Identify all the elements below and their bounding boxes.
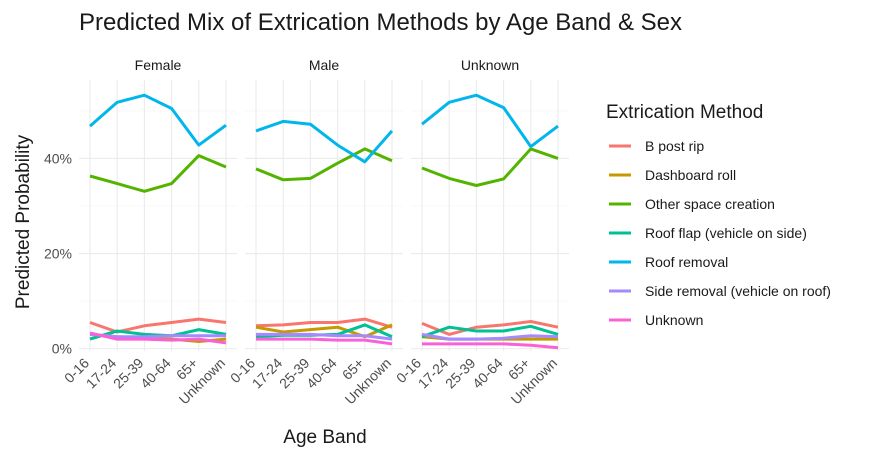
y-tick-label: 20% [44,246,72,262]
series-line-other-space-creation [89,154,227,193]
series-line-b-post-rip [255,317,393,329]
legend-item: Unknown [609,312,703,328]
series-line-roof-flap-vehicle-on-side [421,324,559,339]
y-axis-title: Predicted Probability [13,134,34,309]
facet-strip-label: Unknown [461,57,519,73]
x-tick-label: 17-24 [415,355,452,392]
x-tick-label: 40-64 [469,355,506,392]
legend-item: Roof flap (vehicle on side) [609,225,807,241]
series-line-side-removal-vehicle-on-roof [421,332,559,341]
x-tick-label: 25-39 [276,355,313,392]
series-line-roof-removal [255,119,394,164]
legend-label: Roof flap (vehicle on side) [645,225,807,241]
legend-label: Roof removal [645,254,728,270]
y-tick-label: 40% [44,150,72,166]
series-line-unknown [422,342,559,350]
facet-strip-label: Male [309,57,340,73]
series-line-side-removal-vehicle-on-roof [256,332,393,341]
facet-strip-label: Female [135,57,182,73]
legend-item: Other space creation [609,196,775,212]
chart-title: Predicted Mix of Extrication Methods by … [79,9,682,36]
legend-label: Other space creation [645,196,775,212]
series-line-roof-removal [421,93,559,149]
y-tick-label: 0% [52,341,72,357]
legend-item: Side removal (vehicle on roof) [609,283,831,299]
legend-label: Side removal (vehicle on roof) [645,283,831,299]
legend: Extrication Method B post rip Dashboard r… [606,102,831,328]
x-tick-label: 17-24 [83,355,120,392]
legend-item: B post rip [609,138,704,154]
legend-item: Roof removal [609,254,728,270]
x-tick-label: 40-64 [303,355,340,392]
series-line-unknown [89,331,227,345]
x-tick-label: 25-39 [442,355,479,392]
series-line-dashboard-roll [255,323,393,339]
x-axis-title: Age Band [283,427,366,448]
x-tick-label: 40-64 [137,355,174,392]
x-tick-label: 17-24 [249,355,286,392]
series-line-b-post-rip [89,317,227,334]
series-line-roof-removal [89,93,227,147]
series-line-other-space-creation [255,147,393,182]
legend-label: Dashboard roll [645,167,736,183]
series-line-side-removal-vehicle-on-roof [89,332,226,339]
legend-label: B post rip [645,138,704,154]
series-line-b-post-rip [421,320,559,336]
x-tick-label: 25-39 [110,355,147,392]
legend-label: Unknown [645,312,703,328]
legend-title: Extrication Method [606,102,763,123]
series-line-unknown [256,337,393,346]
series-line-other-space-creation [421,147,559,187]
legend-item: Dashboard roll [609,167,736,183]
